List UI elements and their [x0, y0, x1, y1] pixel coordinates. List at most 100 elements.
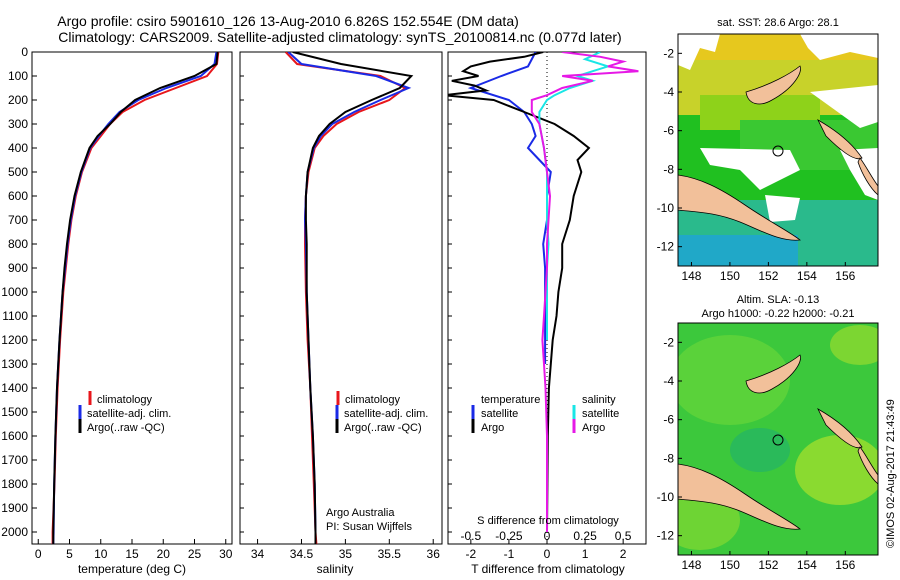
map-y-tick-label: -2: [663, 46, 674, 60]
temperature-xlabel: temperature (deg C): [78, 562, 186, 576]
map-x-tick-label: 156: [835, 269, 855, 283]
map-x-tick-label: 156: [835, 558, 855, 572]
depth-tick-label: 300: [8, 117, 28, 131]
legend-salinity-satellite-label: satellite: [582, 408, 619, 420]
t-difference-label: T difference from climatology: [471, 562, 625, 576]
temperature-difference-tick-label: 0: [544, 547, 551, 561]
depth-tick-label: 1700: [1, 453, 28, 467]
s-difference-label: S difference from climatology: [477, 515, 619, 527]
salinity-x-axis: 34 34.5 35 35.5 36: [251, 539, 440, 561]
depth-tick-label: 200: [8, 93, 28, 107]
map-y-tick-label: -4: [663, 374, 674, 388]
map-y-tick-label: -6: [663, 124, 674, 138]
new-britain-land: [745, 354, 801, 394]
temperature-legend: climatology satellite-adj. clim. Argo(..…: [78, 391, 171, 434]
map-x-tick-label: 154: [797, 269, 817, 283]
map-y-tick-label: -6: [663, 413, 674, 427]
depth-tick-label: 2000: [1, 525, 28, 539]
map-y-tick-label: -8: [663, 162, 674, 176]
legend-satellite-label: satellite-adj. clim.: [87, 408, 171, 420]
temperature-Argo-line: [52, 52, 219, 544]
map-y-tick-label: -2: [663, 335, 674, 349]
salinity-xlabel: salinity: [317, 562, 354, 576]
imos-credit: ©IMOS 02-Aug-2017 21:43:49: [885, 399, 897, 548]
sst-cloud-gap: [700, 148, 800, 190]
legend-argo-label: Argo(..raw -QC): [344, 422, 422, 434]
depth-tick-label: 1000: [1, 285, 28, 299]
depth-tick-label: 1400: [1, 381, 28, 395]
temperature-tick-label: 10: [94, 547, 108, 561]
png-mainland: [678, 463, 802, 530]
map-y-tick-label: -12: [657, 240, 675, 254]
legend-argo-label: Argo(..raw -QC): [87, 422, 165, 434]
map-y-tick-label: -12: [657, 529, 675, 543]
sla-map-frame: [677, 322, 879, 556]
sst-cloud-gap: [678, 34, 720, 70]
temperature-tick-label: 25: [188, 547, 202, 561]
map-x-tick-label: 148: [681, 558, 701, 572]
depth-tick-label: 900: [8, 261, 28, 275]
depth-tick-label: 700: [8, 213, 28, 227]
temperature-tick-label: 30: [219, 547, 233, 561]
salinity-Argo-line: [292, 52, 414, 544]
salinity-series: [284, 52, 414, 544]
sla-map-title-line1: Altim. SLA: -0.13: [737, 294, 820, 306]
sst-map: [678, 34, 878, 266]
salinity-legend: climatology satellite-adj. clim. Argo(..…: [335, 391, 428, 434]
temperature-satellite-line: [52, 52, 218, 544]
map-x-tick-label: 154: [797, 558, 817, 572]
map-x-tick-label: 152: [758, 558, 778, 572]
salinity-tick-label: 35: [339, 547, 353, 561]
temperature-tick-label: 20: [157, 547, 171, 561]
depth-tick-label: 800: [8, 237, 28, 251]
depth-tick-label: 1200: [1, 333, 28, 347]
salinity-difference-tick-label: -0.5: [461, 529, 482, 543]
sla-map: [678, 323, 878, 555]
sla-patch: [678, 335, 790, 425]
temperature-series: [51, 52, 220, 544]
sst-cloud-gap: [765, 195, 800, 222]
sla-patch: [730, 428, 790, 472]
salinity-panel-frame: [239, 51, 443, 545]
temperature-difference-tick-label: 1: [582, 547, 589, 561]
depth-tick-label: 1500: [1, 405, 28, 419]
sst-map-frame: [677, 33, 879, 267]
depth-tick-label: 1800: [1, 477, 28, 491]
bougainville-land: [817, 407, 863, 449]
header-line-1: Argo profile: csiro 5901610_126 13-Aug-2…: [57, 13, 519, 29]
difference-series: [448, 52, 639, 544]
depth-tick-label: 1300: [1, 357, 28, 371]
sst-map-title: sat. SST: 28.6 Argo: 28.1: [717, 17, 839, 29]
salinity-difference-tick-label: 0.5: [615, 529, 632, 543]
depth-tick-label: 1600: [1, 429, 28, 443]
map-x-tick-label: 150: [720, 558, 740, 572]
sla-argo-position-marker: [772, 434, 784, 446]
difference-temperature-Argo-line: [448, 52, 591, 533]
sst-cloud-gap: [810, 85, 878, 128]
legend-satellite-label: satellite-adj. clim.: [344, 408, 428, 420]
solomon-islands: [857, 157, 878, 196]
sla-map-axes: 148 150 152 154 156 -2 -4 -6 -8 -10 -12: [657, 335, 856, 572]
header-line-2: Climatology: CARS2009. Satellite-adjuste…: [58, 29, 621, 45]
salinity-tick-label: 34: [251, 547, 265, 561]
salinity-tick-label: 36: [427, 547, 441, 561]
pi-label: PI: Susan Wijffels: [326, 521, 412, 533]
salinity-tick-label: 34.5: [290, 547, 314, 561]
sst-cloud-gap: [840, 148, 878, 200]
temperature-difference-tick-label: 2: [620, 547, 627, 561]
salinity-climatology-line: [284, 52, 407, 544]
png-mainland: [678, 174, 802, 241]
depth-tick-label: 100: [8, 69, 28, 83]
salinity-difference-tick-label: -0.25: [495, 529, 523, 543]
sla-map-title-line2: Argo h1000: -0.22 h2000: -0.21: [702, 308, 855, 320]
argo-australia-label: Argo Australia: [326, 507, 395, 519]
new-britain-land: [745, 65, 801, 105]
map-y-tick-label: -4: [663, 85, 674, 99]
depth-tick-label: 1100: [2, 309, 28, 323]
salinity-tick-label: 35.5: [378, 547, 402, 561]
legend-climatology-label: climatology: [345, 394, 401, 406]
temperature-climatology-line: [51, 52, 220, 544]
temperature-tick-label: 0: [35, 547, 42, 561]
temperature-tick-label: 5: [66, 547, 73, 561]
sla-patch: [795, 435, 878, 505]
